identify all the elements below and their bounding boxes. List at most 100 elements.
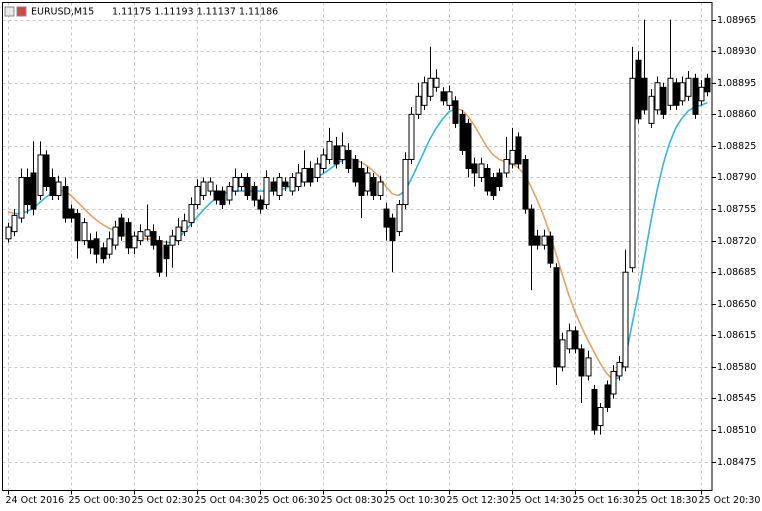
candle-body bbox=[415, 95, 422, 115]
candle-body bbox=[370, 176, 377, 197]
candle-body bbox=[100, 247, 107, 260]
candle-body bbox=[226, 186, 233, 201]
candle-body bbox=[207, 181, 214, 192]
candle-body bbox=[685, 77, 692, 97]
candle-body bbox=[553, 267, 560, 368]
candle-body bbox=[314, 163, 321, 178]
axes: 1.08965 1.08930 1.08895 1.08860 1.08825 1.087… bbox=[6, 15, 761, 506]
candle-body bbox=[604, 384, 611, 409]
y-tick-label: 1.08580 bbox=[717, 362, 756, 373]
candle-body bbox=[446, 91, 453, 106]
candle-body bbox=[673, 82, 680, 106]
candle-body bbox=[660, 86, 667, 115]
candle-body bbox=[200, 181, 207, 197]
candle-body bbox=[74, 213, 81, 242]
candle-body bbox=[471, 163, 478, 174]
quote: 1.11175 1.11193 1.11137 1.11186 bbox=[112, 7, 278, 18]
candle-body bbox=[257, 199, 264, 210]
candle-body bbox=[692, 77, 699, 115]
ma-line bbox=[612, 101, 708, 381]
candle-body bbox=[11, 214, 18, 233]
candle-body bbox=[679, 82, 686, 102]
candle-body bbox=[276, 176, 283, 197]
x-tick-label: 25 Oct 02:30 bbox=[132, 495, 194, 506]
candle-body bbox=[118, 217, 125, 237]
x-tick-label: 24 Oct 2016 bbox=[6, 495, 65, 506]
candle-body bbox=[566, 330, 573, 350]
y-tick-label: 1.08545 bbox=[717, 393, 756, 404]
candle-body bbox=[478, 163, 485, 178]
icon bbox=[4, 6, 15, 17]
candle-body bbox=[18, 176, 25, 219]
candle-body bbox=[333, 145, 340, 165]
candle-body bbox=[364, 172, 371, 192]
plot-frame bbox=[2, 2, 713, 491]
candle-body bbox=[55, 181, 62, 197]
candle-body bbox=[163, 244, 170, 260]
candle-body bbox=[188, 204, 195, 224]
x-tick-label: 25 Oct 04:30 bbox=[195, 495, 257, 506]
candle-body bbox=[641, 77, 648, 111]
candle-body bbox=[528, 208, 535, 246]
candles bbox=[5, 19, 711, 435]
candle-body bbox=[534, 235, 541, 246]
candle-body bbox=[125, 222, 132, 249]
ma-line bbox=[7, 211, 15, 215]
candle-body bbox=[263, 176, 270, 206]
candle-body bbox=[654, 82, 661, 111]
y-tick-label: 1.08755 bbox=[717, 204, 756, 215]
candle-body bbox=[547, 235, 554, 264]
candle-body bbox=[465, 122, 472, 169]
candle-body bbox=[352, 158, 359, 183]
y-tick-label: 1.08720 bbox=[717, 236, 756, 247]
candle-body bbox=[503, 158, 510, 174]
candle-body bbox=[433, 77, 440, 88]
y-tick-label: 1.08930 bbox=[717, 46, 756, 57]
y-tick-label: 1.08895 bbox=[717, 78, 756, 89]
y-tick-label: 1.08650 bbox=[717, 299, 756, 310]
candle-body bbox=[377, 181, 384, 197]
candle-body bbox=[509, 149, 516, 165]
y-tick-label: 1.08510 bbox=[717, 425, 756, 436]
candle-body bbox=[326, 140, 333, 160]
candle-body bbox=[219, 190, 226, 206]
candle-body bbox=[421, 82, 428, 106]
candle-body bbox=[131, 235, 138, 249]
candle-body bbox=[282, 181, 289, 188]
candle-body bbox=[578, 348, 585, 377]
candle-body bbox=[490, 176, 497, 197]
candle-body bbox=[635, 59, 642, 120]
candle-body bbox=[610, 370, 617, 395]
y-tick-label: 1.08825 bbox=[717, 141, 756, 152]
candle-body bbox=[244, 176, 251, 197]
candle-body bbox=[5, 226, 12, 240]
candle-body bbox=[251, 186, 258, 201]
candle-body bbox=[270, 181, 277, 192]
candle-body bbox=[112, 226, 119, 246]
candle-body bbox=[496, 172, 503, 188]
x-tick-label: 25 Oct 18:30 bbox=[636, 495, 698, 506]
candle-body bbox=[427, 77, 434, 97]
candle-body bbox=[106, 238, 113, 255]
x-tick-label: 25 Oct 08:30 bbox=[321, 495, 383, 506]
candle-body bbox=[144, 229, 151, 237]
candle-body bbox=[320, 154, 327, 169]
candle-body bbox=[345, 149, 352, 169]
candle-body bbox=[622, 271, 629, 368]
candle-body bbox=[396, 204, 403, 233]
candle-body bbox=[559, 339, 566, 368]
candle-body bbox=[698, 86, 705, 102]
candle-body bbox=[62, 186, 69, 219]
candle-body bbox=[383, 208, 390, 228]
candle-body bbox=[232, 176, 239, 192]
x-tick-label: 25 Oct 00:30 bbox=[69, 495, 131, 506]
candle-body bbox=[137, 231, 144, 242]
candle-body bbox=[585, 357, 592, 377]
candle-body bbox=[541, 235, 548, 246]
x-tick-label: 25 Oct 14:30 bbox=[510, 495, 572, 506]
candle-body bbox=[459, 113, 466, 151]
y-tick-label: 1.08615 bbox=[717, 330, 756, 341]
candle-body bbox=[301, 167, 308, 183]
candle-body bbox=[339, 145, 346, 160]
x-tick-label: 25 Oct 12:30 bbox=[447, 495, 509, 506]
